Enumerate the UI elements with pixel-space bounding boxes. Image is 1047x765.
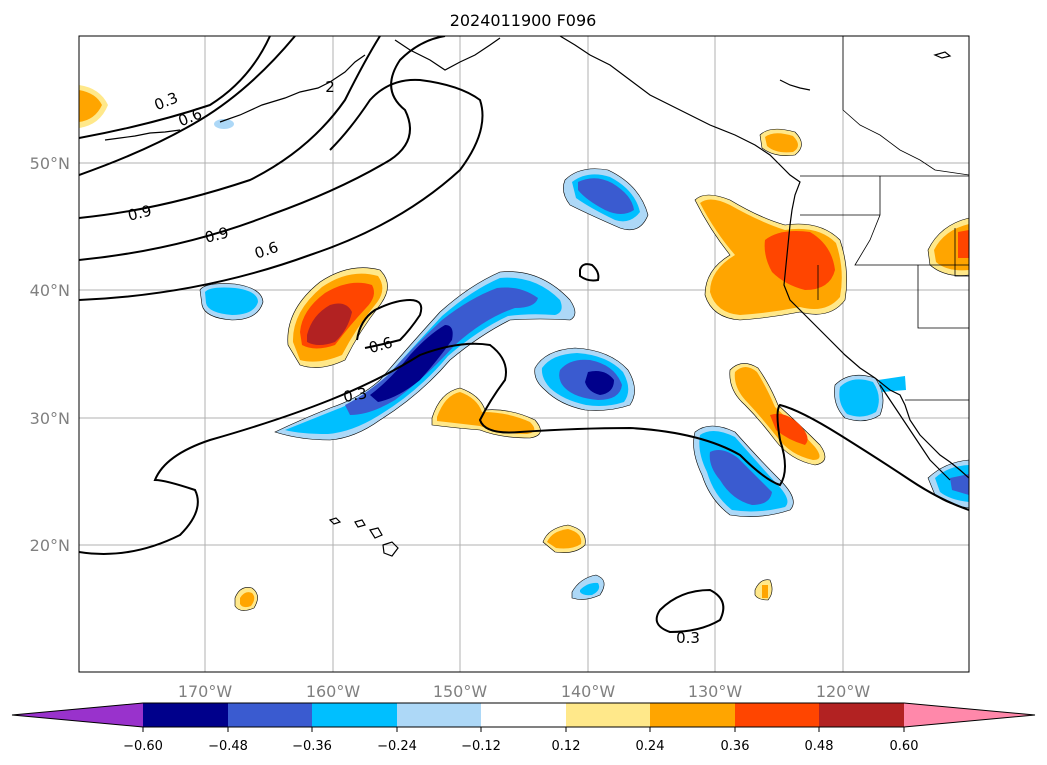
colorbar-segment (143, 703, 228, 727)
colorbar-segment (228, 703, 312, 727)
map-frame (78, 35, 970, 673)
lat-label: 30°N (30, 409, 70, 428)
colorbar-tick-label: −0.36 (292, 739, 332, 754)
colorbar-tick-label: 0.24 (636, 739, 665, 754)
lon-label: 150°W (433, 682, 488, 701)
colorbar-tick-label: −0.48 (208, 739, 248, 754)
contour-lines (79, 36, 969, 634)
colorbar-tick-label: 0.12 (552, 739, 581, 754)
lon-label: 170°W (178, 682, 233, 701)
coastlines (104, 36, 969, 557)
colorbar-tick-label: −0.24 (377, 739, 417, 754)
colorbar-segment (566, 703, 650, 727)
colorbar-ticks (142, 727, 905, 732)
longitude-labels: 170°W 160°W 150°W 140°W 130°W 120°W (178, 682, 871, 701)
contour-label: 0.3 (676, 629, 700, 647)
colorbar-segment (735, 703, 819, 727)
contour-label: 0.9 (203, 224, 231, 247)
colorbar-tick-label: 0.36 (721, 739, 750, 754)
contour-label: 0.9 (126, 202, 154, 225)
lat-label: 40°N (30, 281, 70, 300)
contour-label-group: 0.3 0.6 0.9 0.9 0.6 0.6 0.3 0.3 2 (126, 78, 700, 647)
lon-label: 140°W (561, 682, 616, 701)
lon-label: 160°W (306, 682, 361, 701)
colorbar-segment (312, 703, 397, 727)
colorbar-tick-label: 0.48 (805, 739, 834, 754)
contour-label: 0.3 (342, 384, 369, 406)
colorbar-segment (397, 703, 481, 727)
colorbar-under-arrow (12, 703, 143, 727)
map-background (79, 36, 969, 672)
colorbar-tick-label: −0.12 (461, 739, 501, 754)
filled-anomalies (79, 85, 969, 611)
lat-label: 20°N (30, 536, 70, 555)
colorbar-over-arrow (904, 703, 1035, 727)
map-panel: 0.3 0.6 0.9 0.9 0.6 0.6 0.3 0.3 2 (78, 35, 970, 673)
colorbar-segment (650, 703, 735, 727)
lon-label: 130°W (688, 682, 743, 701)
colorbar-tick-label: 0.60 (890, 739, 919, 754)
contour-label: 2 (325, 78, 335, 96)
lat-label: 50°N (30, 154, 70, 173)
colorbar-segment (819, 703, 904, 727)
colorbar-segment (481, 703, 566, 727)
lon-label: 120°W (816, 682, 871, 701)
colorbar-tick-label: −0.60 (123, 739, 163, 754)
contour-label: 0.6 (367, 333, 395, 357)
latitude-labels: 50°N 40°N 30°N 20°N (30, 154, 70, 555)
borders (800, 36, 969, 401)
colorbar: −0.60 −0.48 −0.36 −0.24 −0.12 0.12 0.24 … (11, 702, 1036, 754)
figure-title: 2024011900 F096 (450, 11, 597, 30)
